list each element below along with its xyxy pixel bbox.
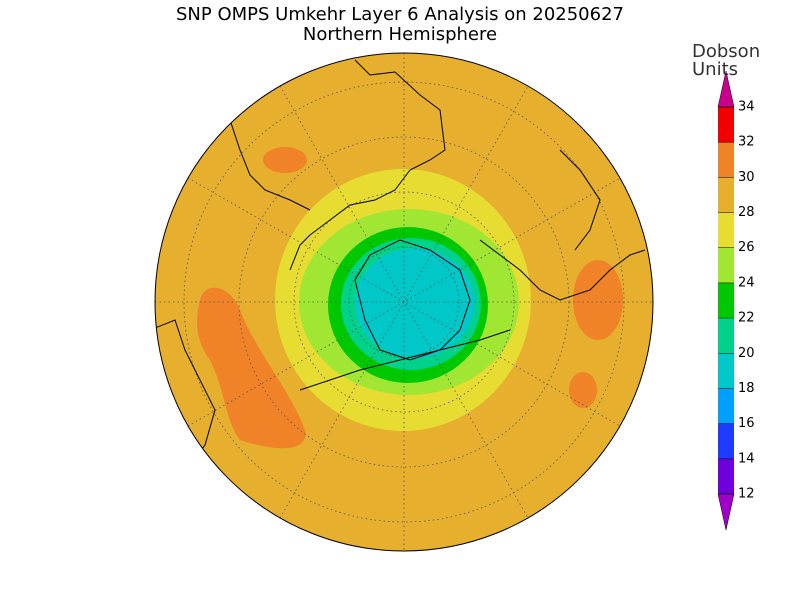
colorbar-swatch: [718, 388, 734, 424]
colorbar-swatch: [718, 318, 734, 354]
colorbar-tick-label: 30: [738, 170, 755, 185]
field-region: [197, 287, 306, 449]
map-border: [154, 52, 654, 552]
colorbar-tick-label: 18: [738, 381, 755, 396]
colorbar: 12 14 16 18 20 22 24 26 28 30 32 34: [717, 70, 755, 531]
colorbar-swatch: [718, 212, 734, 248]
colorbar-swatch: [718, 247, 734, 283]
map-subtitle: Northern Hemisphere: [303, 24, 497, 45]
colorbar-tick-label: 24: [738, 275, 755, 290]
colorbar-tick-label: 28: [738, 205, 755, 220]
colorbar-under-arrow: [717, 493, 735, 531]
field-region: [355, 248, 475, 358]
colorbar-tick-label: 20: [738, 346, 755, 361]
polar-map: [155, 53, 653, 551]
colorbar-tick-label: 22: [738, 311, 755, 326]
field-region: [263, 147, 307, 173]
colorbar-swatch: [718, 282, 734, 319]
colorbar-tick-label: 12: [738, 487, 755, 502]
colorbar-tick-label: 14: [738, 451, 755, 466]
colorbar-swatch: [718, 353, 734, 389]
map-title: SNP OMPS Umkehr Layer 6 Analysis on 2025…: [176, 4, 624, 25]
colorbar-swatch: [718, 107, 734, 143]
field-region: [569, 372, 597, 408]
colorbar-unit: Dobson: [692, 41, 760, 62]
colorbar-unit: Units: [692, 59, 738, 80]
graticule: [155, 53, 653, 551]
colorbar-tick-label: 32: [738, 135, 755, 150]
coastlines: [155, 59, 646, 471]
colorbar-swatch: [718, 142, 734, 178]
colorbar-swatch: [718, 423, 734, 459]
colorbar-swatch: [718, 177, 734, 213]
field-region: [573, 260, 623, 340]
colorbar-swatch: [718, 458, 734, 494]
colorbar-tick-label: 16: [738, 416, 755, 431]
colorbar-tick-label: 34: [738, 100, 755, 115]
colorbar-tick-label: 26: [738, 240, 755, 255]
